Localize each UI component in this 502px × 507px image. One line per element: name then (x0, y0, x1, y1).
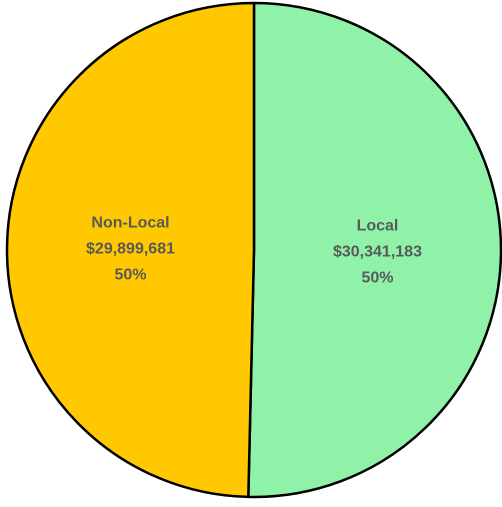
slice-label-non-local: Non-Local $29,899,681 50% (86, 215, 175, 284)
pie-slice-local (247, 1, 502, 499)
slice-percent-label: 50% (361, 269, 393, 286)
slice-value-label: $29,899,681 (86, 241, 175, 258)
slice-name-label: Non-Local (91, 215, 169, 232)
pie-slice-non-local (5, 1, 256, 499)
slice-percent-label: 50% (114, 267, 146, 284)
slice-name-label: Local (357, 217, 399, 234)
slice-label-local: Local $30,341,183 50% (333, 217, 422, 286)
slice-value-label: $30,341,183 (333, 243, 422, 260)
